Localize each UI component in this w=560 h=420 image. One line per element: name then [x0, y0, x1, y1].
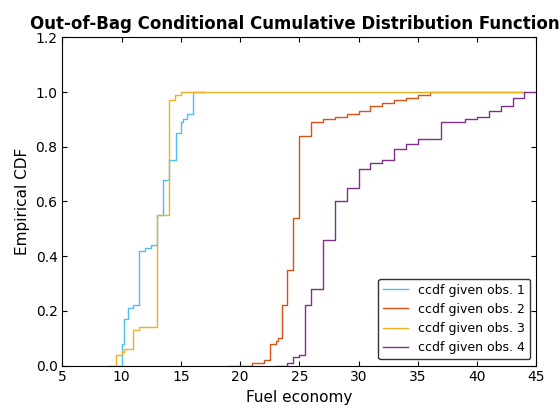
ccdf given obs. 3 — [136, 325, 143, 330]
ccdf given obs. 1 — [130, 303, 137, 308]
ccdf given obs. 1 — [136, 248, 143, 253]
ccdf given obs. 2 — [290, 215, 297, 220]
Line: ccdf given obs. 2: ccdf given obs. 2 — [228, 92, 524, 365]
ccdf given obs. 4 — [486, 109, 492, 114]
ccdf given obs. 2 — [272, 339, 279, 344]
ccdf given obs. 4 — [438, 120, 445, 125]
ccdf given obs. 4 — [462, 117, 469, 122]
X-axis label: Fuel economy: Fuel economy — [246, 390, 353, 405]
ccdf given obs. 2 — [260, 357, 267, 362]
ccdf given obs. 2 — [379, 100, 386, 105]
ccdf given obs. 2 — [296, 133, 303, 138]
ccdf given obs. 4 — [379, 158, 386, 163]
ccdf given obs. 4 — [497, 103, 504, 108]
ccdf given obs. 3 — [521, 89, 528, 94]
ccdf given obs. 2 — [367, 103, 374, 108]
ccdf given obs. 4 — [533, 89, 540, 94]
ccdf given obs. 1 — [201, 89, 208, 94]
ccdf given obs. 4 — [367, 160, 374, 165]
ccdf given obs. 1 — [160, 177, 166, 182]
ccdf given obs. 3 — [154, 213, 161, 218]
Line: ccdf given obs. 1: ccdf given obs. 1 — [110, 92, 204, 365]
ccdf given obs. 4 — [314, 286, 320, 291]
ccdf given obs. 4 — [272, 363, 279, 368]
ccdf given obs. 4 — [521, 89, 528, 94]
ccdf given obs. 2 — [302, 133, 309, 138]
ccdf given obs. 3 — [160, 213, 166, 218]
ccdf given obs. 4 — [296, 352, 303, 357]
Line: ccdf given obs. 4: ccdf given obs. 4 — [276, 92, 536, 365]
ccdf given obs. 3 — [124, 346, 131, 352]
ccdf given obs. 4 — [355, 166, 362, 171]
ccdf given obs. 1 — [184, 111, 190, 116]
ccdf given obs. 4 — [325, 237, 332, 242]
ccdf given obs. 1 — [178, 120, 184, 125]
ccdf given obs. 1 — [120, 317, 127, 322]
ccdf given obs. 2 — [249, 360, 255, 365]
ccdf given obs. 2 — [308, 120, 315, 125]
Y-axis label: Empirical CDF: Empirical CDF — [15, 148, 30, 255]
ccdf given obs. 4 — [403, 142, 409, 147]
Title: Out-of-Bag Conditional Cumulative Distribution Functions: Out-of-Bag Conditional Cumulative Distri… — [30, 15, 560, 33]
ccdf given obs. 2 — [521, 89, 528, 94]
ccdf given obs. 4 — [391, 147, 398, 152]
ccdf given obs. 4 — [426, 136, 433, 141]
ccdf given obs. 1 — [169, 158, 176, 163]
ccdf given obs. 1 — [124, 306, 131, 311]
ccdf given obs. 3 — [184, 89, 190, 94]
ccdf given obs. 2 — [426, 89, 433, 94]
ccdf given obs. 4 — [284, 360, 291, 365]
ccdf given obs. 3 — [130, 328, 137, 333]
ccdf given obs. 4 — [450, 120, 457, 125]
ccdf given obs. 1 — [180, 117, 186, 122]
ccdf given obs. 2 — [414, 92, 421, 97]
ccdf given obs. 3 — [113, 352, 119, 357]
ccdf given obs. 3 — [171, 92, 178, 97]
ccdf given obs. 1 — [189, 89, 196, 94]
ccdf given obs. 2 — [391, 98, 398, 103]
Line: ccdf given obs. 3: ccdf given obs. 3 — [110, 92, 524, 365]
ccdf given obs. 1 — [166, 158, 172, 163]
ccdf given obs. 3 — [120, 346, 127, 352]
ccdf given obs. 2 — [278, 303, 285, 308]
ccdf given obs. 1 — [118, 341, 125, 346]
ccdf given obs. 2 — [320, 117, 326, 122]
ccdf given obs. 3 — [189, 89, 196, 94]
ccdf given obs. 3 — [166, 98, 172, 103]
ccdf given obs. 2 — [237, 363, 244, 368]
ccdf given obs. 2 — [355, 109, 362, 114]
ccdf given obs. 2 — [332, 114, 338, 119]
ccdf given obs. 1 — [142, 245, 149, 250]
ccdf given obs. 2 — [267, 341, 273, 346]
ccdf given obs. 4 — [332, 199, 338, 204]
ccdf given obs. 4 — [343, 185, 350, 190]
ccdf given obs. 3 — [118, 349, 125, 354]
ccdf given obs. 1 — [173, 131, 180, 136]
ccdf given obs. 2 — [274, 336, 281, 341]
ccdf given obs. 2 — [284, 267, 291, 272]
ccdf given obs. 4 — [474, 114, 480, 119]
ccdf given obs. 4 — [320, 237, 326, 242]
ccdf given obs. 4 — [308, 286, 315, 291]
ccdf given obs. 1 — [148, 243, 155, 248]
ccdf given obs. 3 — [178, 89, 184, 94]
Legend: ccdf given obs. 1, ccdf given obs. 2, ccdf given obs. 3, ccdf given obs. 4: ccdf given obs. 1, ccdf given obs. 2, cc… — [378, 278, 530, 360]
ccdf given obs. 1 — [113, 363, 119, 368]
ccdf given obs. 4 — [509, 95, 516, 100]
ccdf given obs. 2 — [343, 111, 350, 116]
ccdf given obs. 2 — [403, 95, 409, 100]
ccdf given obs. 4 — [414, 136, 421, 141]
ccdf given obs. 4 — [290, 355, 297, 360]
ccdf given obs. 1 — [106, 363, 113, 368]
ccdf given obs. 3 — [106, 363, 113, 368]
ccdf given obs. 2 — [225, 363, 232, 368]
ccdf given obs. 4 — [302, 303, 309, 308]
ccdf given obs. 1 — [154, 213, 161, 218]
